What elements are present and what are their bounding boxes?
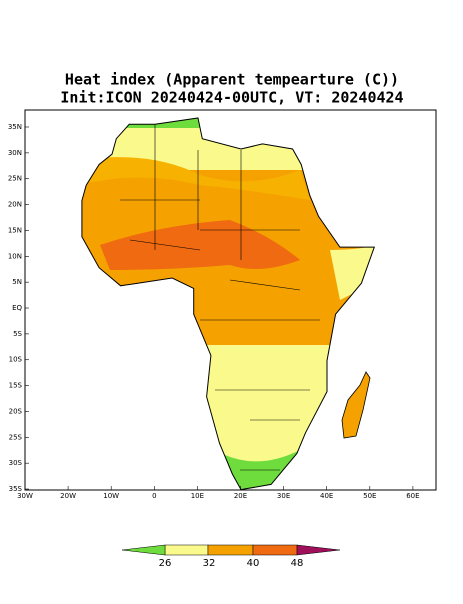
map-frame bbox=[24, 109, 437, 491]
colorbar-end bbox=[121, 544, 166, 556]
colorbar-end bbox=[296, 544, 341, 556]
colorbar-label: 40 bbox=[247, 558, 260, 569]
lat-label: EQ bbox=[12, 304, 22, 312]
borders bbox=[120, 124, 320, 471]
lat-label: 10S bbox=[9, 356, 23, 364]
title-line: Init:ICON 20240424-00UTC, VT: 20240424 bbox=[60, 89, 403, 107]
lon-label: 0 bbox=[152, 492, 156, 500]
colorbar-segment bbox=[164, 544, 209, 556]
lat-label: 30S bbox=[9, 459, 23, 467]
lon-label: 10E bbox=[191, 492, 204, 500]
colorbar-label: 26 bbox=[159, 558, 172, 569]
lat-label: 20N bbox=[8, 201, 22, 209]
colorbar-label: 48 bbox=[291, 558, 304, 569]
colorbar-label: 32 bbox=[203, 558, 216, 569]
lat-label: 5N bbox=[12, 278, 22, 286]
lon-label: 20E bbox=[234, 492, 247, 500]
lon-label: 60E bbox=[406, 492, 419, 500]
lat-label: 10N bbox=[8, 252, 22, 260]
lat-label: 15S bbox=[9, 382, 23, 390]
colorbar-segment bbox=[207, 544, 254, 556]
madagascar bbox=[341, 371, 371, 439]
lon-label: 30W bbox=[17, 492, 33, 500]
lat-label: 15N bbox=[8, 226, 22, 234]
lat-label: 35N bbox=[8, 123, 22, 131]
lon-label: 10W bbox=[103, 492, 119, 500]
title-line: Heat index (Apparent tempearture (C)) bbox=[65, 71, 399, 89]
lon-label: 20W bbox=[60, 492, 76, 500]
lon-label: 50E bbox=[363, 492, 376, 500]
lon-label: 30E bbox=[277, 492, 290, 500]
lat-label: 25N bbox=[8, 175, 22, 183]
lon-label: 40E bbox=[320, 492, 333, 500]
lat-label: 30N bbox=[8, 149, 22, 157]
lat-label: 20S bbox=[9, 407, 23, 415]
lat-label: 35S bbox=[9, 485, 23, 493]
lat-label: 25S bbox=[9, 433, 23, 441]
lat-label: 5S bbox=[13, 330, 22, 338]
colorbar-segment bbox=[252, 544, 298, 556]
